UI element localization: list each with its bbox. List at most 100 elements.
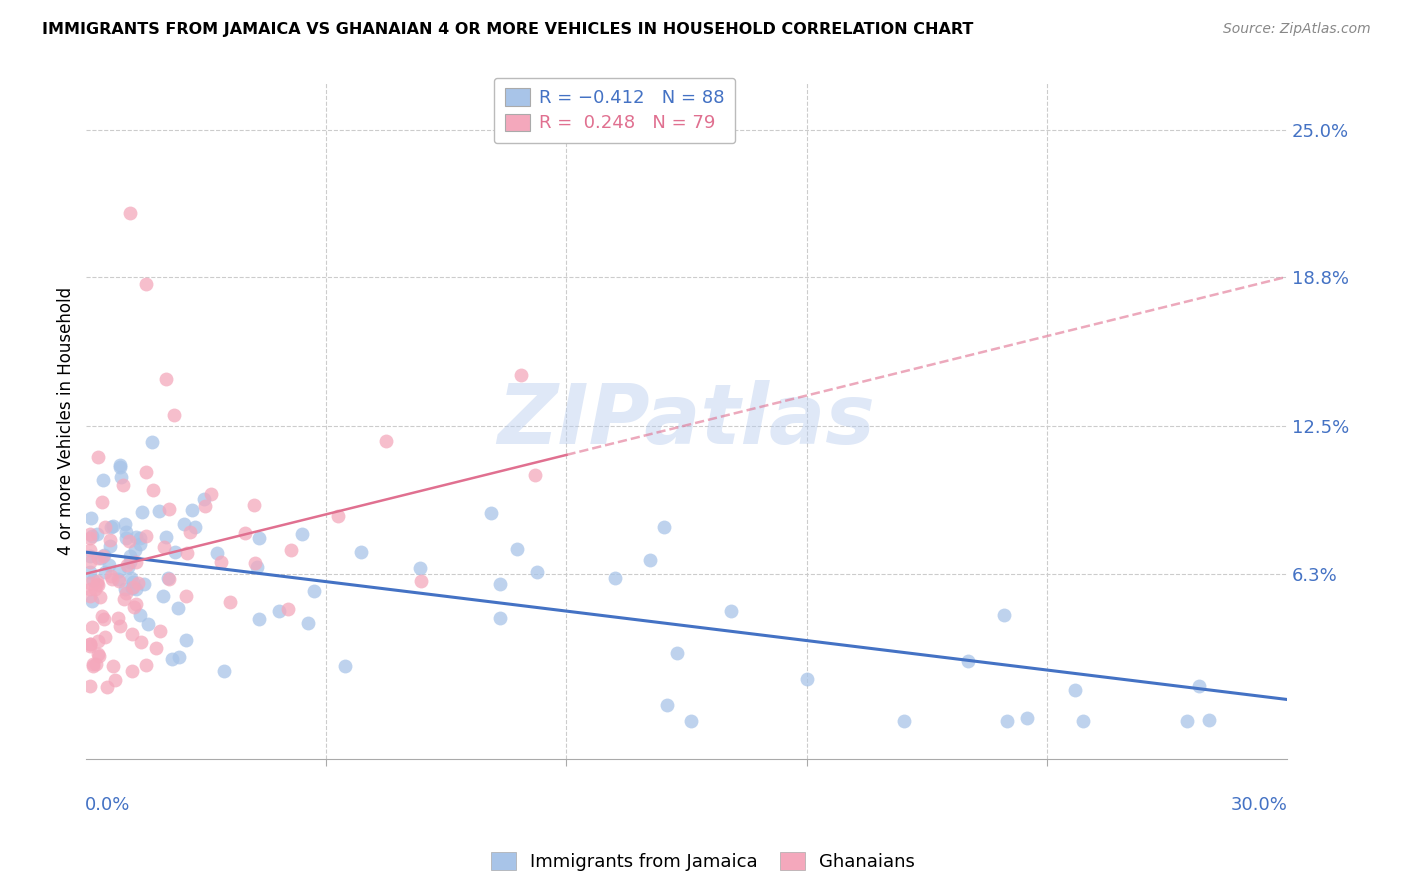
Point	[174, 589, 197, 603]
Point	[194, 499, 217, 513]
Point	[409, 561, 432, 575]
Point	[127, 575, 149, 590]
Point	[82, 659, 104, 673]
Point	[86, 647, 108, 661]
Point	[665, 646, 688, 660]
Point	[157, 572, 180, 586]
Point	[1175, 714, 1198, 728]
Y-axis label: 4 or more Vehicles in Household: 4 or more Vehicles in Household	[58, 286, 75, 555]
Text: 30.0%: 30.0%	[1232, 796, 1288, 814]
Point	[108, 459, 131, 474]
Point	[167, 649, 190, 664]
Point	[94, 520, 117, 534]
Point	[120, 205, 142, 219]
Point	[173, 516, 195, 531]
Point	[112, 478, 135, 492]
Point	[246, 559, 269, 574]
Point	[291, 526, 314, 541]
Point	[145, 641, 167, 656]
Point	[1015, 711, 1038, 725]
Point	[165, 545, 187, 559]
Point	[243, 498, 266, 512]
Point	[409, 574, 432, 588]
Point	[179, 525, 201, 540]
Legend: Immigrants from Jamaica, Ghanaians: Immigrants from Jamaica, Ghanaians	[484, 846, 922, 879]
Point	[652, 520, 675, 534]
Point	[681, 714, 703, 728]
Point	[87, 450, 110, 465]
Point	[506, 541, 529, 556]
Point	[79, 565, 101, 579]
Point	[100, 533, 122, 548]
Point	[1187, 679, 1209, 693]
Text: ZIPatlas: ZIPatlas	[498, 380, 876, 461]
Point	[219, 595, 242, 609]
Point	[112, 591, 135, 606]
Point	[100, 519, 122, 533]
Point	[128, 608, 150, 623]
Point	[277, 602, 299, 616]
Point	[640, 552, 662, 566]
Point	[148, 504, 170, 518]
Point	[148, 624, 170, 638]
Point	[122, 599, 145, 614]
Point	[79, 637, 101, 651]
Point	[155, 372, 177, 386]
Point	[155, 530, 177, 544]
Point	[1071, 714, 1094, 728]
Point	[114, 516, 136, 531]
Point	[121, 627, 143, 641]
Point	[79, 542, 101, 557]
Point	[94, 630, 117, 644]
Text: 0.0%: 0.0%	[86, 796, 131, 814]
Point	[603, 571, 626, 585]
Point	[118, 555, 141, 569]
Point	[267, 604, 290, 618]
Point	[79, 582, 101, 596]
Point	[80, 594, 103, 608]
Point	[86, 527, 108, 541]
Point	[280, 543, 302, 558]
Point	[720, 604, 742, 618]
Point	[93, 549, 115, 564]
Point	[86, 551, 108, 566]
Point	[200, 487, 222, 501]
Point	[79, 527, 101, 541]
Point	[90, 551, 112, 566]
Point	[117, 558, 139, 573]
Point	[489, 611, 512, 625]
Point	[115, 531, 138, 545]
Point	[108, 619, 131, 633]
Text: Source: ZipAtlas.com: Source: ZipAtlas.com	[1223, 22, 1371, 37]
Point	[121, 665, 143, 679]
Point	[166, 600, 188, 615]
Point	[655, 698, 678, 712]
Point	[114, 524, 136, 539]
Point	[79, 549, 101, 563]
Point	[333, 658, 356, 673]
Point	[120, 571, 142, 585]
Point	[107, 572, 129, 586]
Point	[122, 574, 145, 589]
Point	[103, 519, 125, 533]
Point	[526, 565, 548, 579]
Point	[131, 506, 153, 520]
Point	[86, 577, 108, 591]
Point	[93, 548, 115, 562]
Point	[89, 591, 111, 605]
Point	[83, 582, 105, 597]
Point	[509, 368, 531, 382]
Point	[796, 672, 818, 686]
Point	[96, 680, 118, 694]
Point	[100, 569, 122, 583]
Point	[479, 506, 502, 520]
Point	[79, 575, 101, 590]
Point	[125, 530, 148, 544]
Point	[176, 546, 198, 560]
Point	[132, 577, 155, 591]
Text: IMMIGRANTS FROM JAMAICA VS GHANAIAN 4 OR MORE VEHICLES IN HOUSEHOLD CORRELATION : IMMIGRANTS FROM JAMAICA VS GHANAIAN 4 OR…	[42, 22, 973, 37]
Point	[80, 511, 103, 525]
Point	[245, 557, 267, 571]
Point	[84, 657, 107, 672]
Point	[128, 537, 150, 551]
